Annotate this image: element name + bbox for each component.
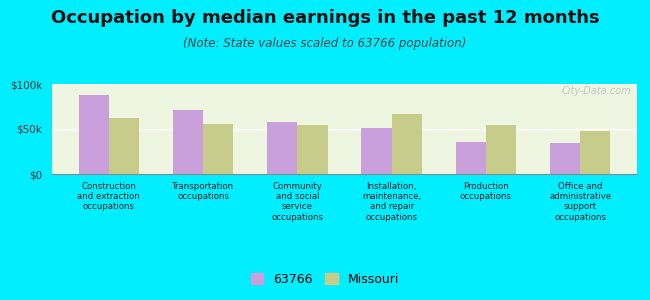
Bar <box>550 142 580 174</box>
Bar <box>297 124 328 174</box>
Bar <box>456 142 486 174</box>
Bar <box>580 131 610 174</box>
Bar <box>79 95 109 174</box>
Bar <box>109 118 139 174</box>
Legend: 63766, Missouri: 63766, Missouri <box>246 268 404 291</box>
Text: (Note: State values scaled to 63766 population): (Note: State values scaled to 63766 popu… <box>183 38 467 50</box>
Bar <box>173 110 203 174</box>
Text: City-Data.com: City-Data.com <box>562 86 631 96</box>
Bar <box>392 114 422 174</box>
Text: Occupation by median earnings in the past 12 months: Occupation by median earnings in the pas… <box>51 9 599 27</box>
Bar <box>361 128 392 174</box>
Bar <box>267 122 297 174</box>
Bar <box>486 125 516 174</box>
Bar <box>203 124 233 174</box>
